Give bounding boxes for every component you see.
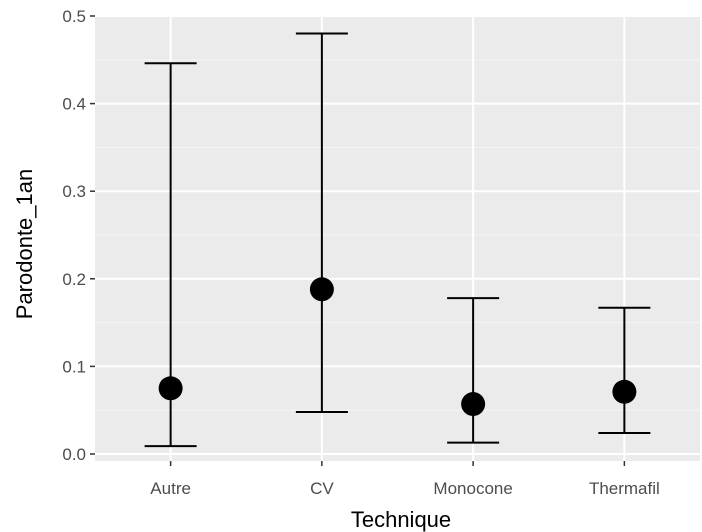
point-estimate bbox=[612, 379, 637, 404]
point-estimates bbox=[158, 277, 637, 417]
x-tick-label: Thermafil bbox=[589, 479, 660, 498]
point-estimate bbox=[309, 277, 334, 302]
minor-gridlines bbox=[95, 59, 700, 411]
y-tick-label: 0.0 bbox=[62, 445, 86, 464]
y-axis: 0.0 0.1 0.2 0.3 0.4 0.5 bbox=[62, 7, 95, 464]
plot-panel bbox=[95, 16, 700, 461]
error-bars bbox=[144, 32, 651, 448]
x-axis-title: Technique bbox=[351, 507, 451, 532]
y-tick-label: 0.2 bbox=[62, 270, 86, 289]
x-tick-label: CV bbox=[310, 479, 334, 498]
x-tick-label: Autre bbox=[150, 479, 191, 498]
y-tick-label: 0.1 bbox=[62, 357, 86, 376]
y-axis-title: Parodonte_1an bbox=[12, 169, 37, 319]
point-estimate bbox=[158, 376, 183, 401]
y-tick-label: 0.5 bbox=[62, 7, 86, 26]
x-axis: Autre CV Monocone Thermafil bbox=[150, 461, 660, 498]
y-tick-label: 0.4 bbox=[62, 95, 86, 114]
point-estimate bbox=[461, 392, 486, 417]
x-tick-label: Monocone bbox=[433, 479, 512, 498]
y-tick-label: 0.3 bbox=[62, 182, 86, 201]
